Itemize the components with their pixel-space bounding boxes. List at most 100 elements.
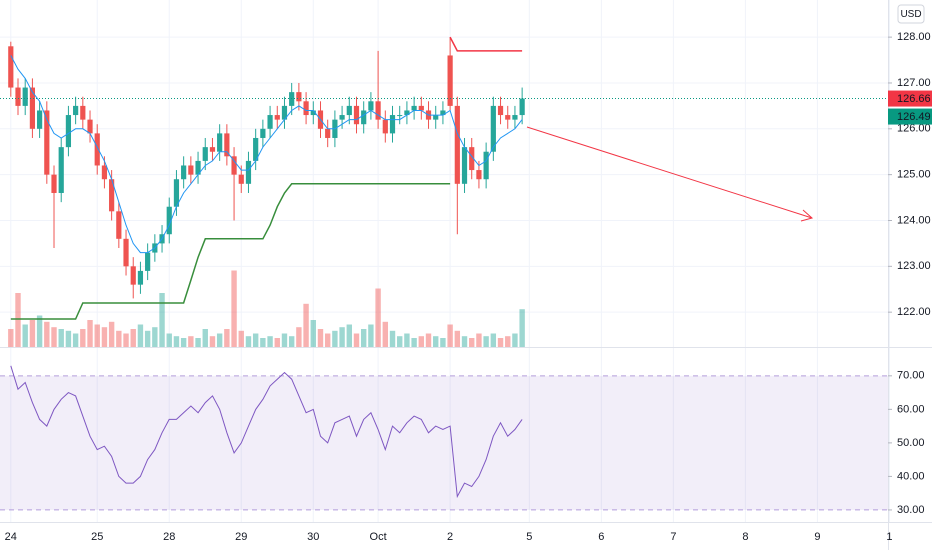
candle-body: [8, 46, 14, 88]
candle-body: [22, 87, 28, 106]
volume-bar: [87, 320, 93, 347]
volume-bar: [202, 329, 208, 347]
volume-bar: [209, 336, 216, 347]
candle-body: [497, 105, 504, 116]
y-tick-label: 60.00: [897, 403, 925, 415]
candle-body: [238, 174, 244, 184]
candle-body: [296, 92, 302, 102]
volume-bar: [130, 329, 136, 347]
volume-bar: [123, 333, 129, 347]
candle-body: [116, 211, 122, 239]
volume-bar: [180, 338, 187, 347]
volume-bar: [346, 324, 352, 347]
volume-bar: [195, 338, 201, 347]
candle-body: [80, 105, 86, 120]
price-tag: [888, 90, 932, 107]
volume-bar: [101, 327, 108, 347]
arrow-line: [526, 126, 813, 219]
volume-bar: [440, 338, 446, 347]
candle-body: [188, 165, 194, 175]
volume-bar: [353, 333, 360, 347]
candle-body: [433, 115, 439, 120]
volume-bar: [216, 333, 223, 347]
candle-layer: [8, 37, 525, 299]
arrow-head: [800, 209, 814, 222]
volume-bar: [80, 329, 86, 347]
arrow-drawing: [526, 126, 814, 222]
volume-bar: [29, 320, 36, 347]
volume-bar: [332, 330, 338, 347]
candle-body: [65, 115, 72, 148]
candle-body: [245, 160, 252, 184]
y-tick-label: 126.00: [897, 123, 931, 135]
x-tick-label: 25: [91, 531, 103, 543]
candle-body: [361, 110, 367, 125]
volume-bar: [173, 336, 180, 347]
candle-body: [58, 147, 64, 193]
volume-bar: [108, 321, 115, 347]
candle-body: [368, 101, 374, 111]
candle-body: [411, 105, 417, 111]
candle-body: [353, 105, 360, 125]
volume-bar: [231, 270, 237, 347]
volume-bar: [274, 338, 280, 347]
candle-body: [490, 105, 496, 152]
candle-body: [418, 105, 424, 111]
volume-bar: [224, 329, 230, 347]
x-tick-label: 8: [742, 531, 748, 543]
y-tick-label: 127.00: [897, 77, 931, 89]
candle-body: [145, 252, 151, 271]
x-tick-label: 7: [670, 531, 676, 543]
volume-bar: [411, 338, 417, 347]
volume-bar: [260, 338, 266, 347]
price-tag-label: 126.49: [897, 111, 931, 123]
y-tick-label: 125.00: [897, 169, 931, 181]
volume-bar: [15, 293, 21, 347]
x-tick-label: 24: [5, 531, 17, 543]
volume-bar: [324, 333, 331, 347]
volume-bar: [144, 330, 151, 347]
volume-bar: [51, 327, 57, 347]
volume-bar: [397, 336, 403, 347]
price-tag: [888, 108, 932, 125]
volume-bar: [116, 330, 122, 347]
volume-bar: [497, 338, 504, 347]
volume-bar: [166, 333, 172, 347]
candle-body: [87, 119, 93, 134]
candle-body: [231, 156, 237, 175]
volume-bar: [418, 336, 425, 347]
volume-bar: [317, 329, 324, 347]
volume-bar: [8, 329, 14, 347]
candle-body: [346, 105, 352, 116]
volume-bar: [238, 330, 244, 347]
x-tick-label: 9: [814, 531, 820, 543]
x-tick-label: Oct: [370, 531, 387, 543]
currency: USD: [900, 9, 921, 20]
volume-bar: [94, 324, 100, 347]
candle-body: [253, 137, 259, 161]
candle-body: [274, 115, 280, 120]
volume-bar: [519, 309, 525, 347]
y-tick-label: 122.00: [897, 306, 931, 318]
x-tick-label: 30: [307, 531, 319, 543]
candle-body: [267, 115, 273, 129]
price-tag-label: 126.66: [897, 93, 931, 105]
candle-body: [101, 165, 108, 180]
candle-body: [137, 270, 144, 285]
volume-bar: [44, 321, 50, 347]
candle-body: [173, 179, 180, 207]
volume-bar: [425, 333, 432, 347]
candle-body: [512, 115, 518, 120]
volume-layer: [8, 270, 525, 347]
candle-body: [461, 147, 468, 184]
volume-bar: [476, 333, 482, 347]
candle-body: [325, 128, 331, 138]
candle-body: [469, 147, 475, 171]
axes-layer: 24 25 28 29 30 Oct 2 5 6 7 8 9 1122.00123.00124.0012…: [5, 31, 932, 543]
x-tick-label: 5: [526, 531, 532, 543]
overlay-line: [10, 55, 523, 254]
candle-body: [339, 115, 345, 120]
